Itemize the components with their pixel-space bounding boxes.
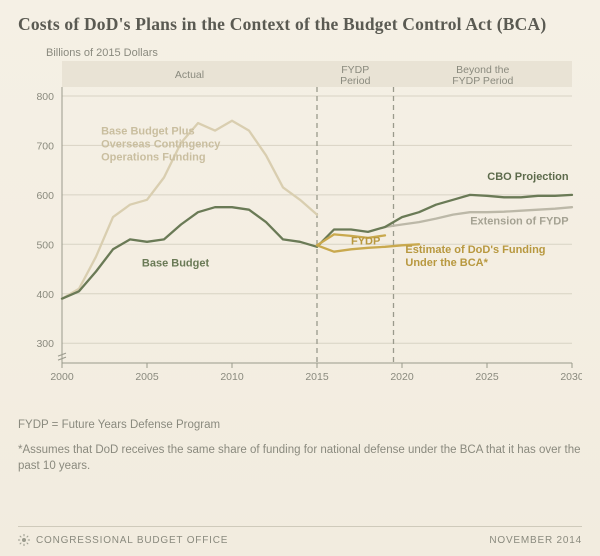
x-tick-label: 2020 [390,371,414,383]
annotation-ext: Extension of FYDP [470,216,568,228]
footnotes: FYDP = Future Years Defense Program *Ass… [18,417,582,475]
period-label: FYDP Period [452,75,513,87]
annotation-oco: Operations Funding [101,152,206,164]
note-fydp: FYDP = Future Years Defense Program [18,417,582,434]
x-tick-label: 2010 [220,371,244,383]
cbo-logo-icon [18,534,30,546]
x-tick-label: 2015 [305,371,329,383]
period-label: Actual [175,69,204,81]
chart-svg: ActualFYDPPeriodBeyond theFYDP Period300… [18,61,582,401]
y-tick-label: 400 [36,289,54,301]
x-tick-label: 2030 [560,371,582,383]
y-tick-label: 600 [36,190,54,202]
annotation-fydp: FYDP [351,235,380,247]
x-tick-label: 2005 [135,371,159,383]
x-tick-label: 2000 [50,371,74,383]
x-tick-label: 2025 [475,371,499,383]
y-tick-label: 500 [36,239,54,251]
annotation-oco: Base Budget Plus [101,126,195,138]
annotation-oco: Overseas Contingency [101,139,221,151]
y-tick-label: 700 [36,140,54,152]
footer-date: NOVEMBER 2014 [489,535,582,546]
period-label: Period [340,75,371,87]
note-assumption: *Assumes that DoD receives the same shar… [18,442,582,475]
y-axis-label: Billions of 2015 Dollars [46,47,582,59]
annotation-cbo: CBO Projection [487,171,569,183]
chart: ActualFYDPPeriodBeyond theFYDP Period300… [18,61,582,401]
annotation-bca: Under the BCA* [405,257,488,269]
y-tick-label: 300 [36,338,54,350]
annotation-base: Base Budget [142,258,210,270]
annotation-bca: Estimate of DoD's Funding [405,244,545,256]
footer-org: CONGRESSIONAL BUDGET OFFICE [36,535,228,546]
chart-title: Costs of DoD's Plans in the Context of t… [18,14,582,35]
series-base_budget [62,207,317,299]
footer: CONGRESSIONAL BUDGET OFFICE NOVEMBER 201… [18,526,582,546]
y-tick-label: 800 [36,91,54,103]
